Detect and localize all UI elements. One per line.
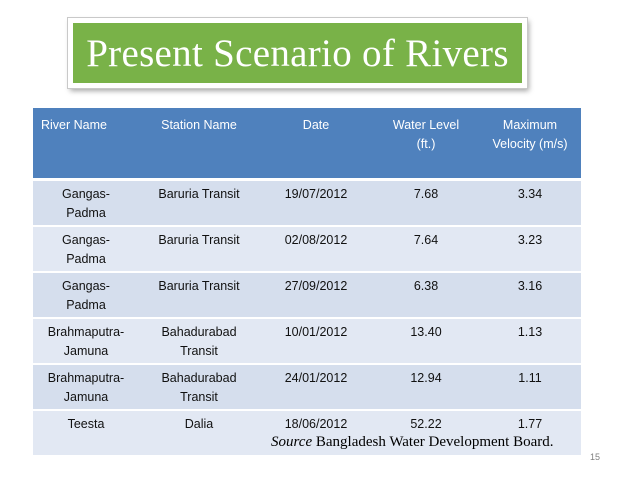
cell-river: Teesta [33,409,139,455]
cell-station: Baruria Transit [139,271,259,318]
cell-river: Gangas- Padma [33,271,139,318]
cell-water-level: 7.64 [373,225,479,272]
page-number: 15 [590,452,601,462]
source-citation: Source Bangladesh Water Development Boar… [271,434,553,451]
cell-water-level: 6.38 [373,271,479,318]
cell-date: 19/07/2012 [259,178,373,226]
source-text: Bangladesh Water Development Board. [312,434,554,450]
cell-velocity: 3.23 [479,225,581,272]
header-station-name: Station Name [139,108,259,181]
cell-velocity: 1.13 [479,317,581,364]
source-label: Source [271,434,313,450]
cell-date: 10/01/2012 [259,317,373,364]
cell-water-level: 7.68 [373,178,479,226]
cell-river: Brahmaputra- Jamuna [33,363,139,410]
table-row: Gangas- Padma Baruria Transit 19/07/2012 … [33,178,581,226]
cell-date: 02/08/2012 [259,225,373,272]
table-row: Teesta Dalia 18/06/2012 52.22 1.77 [33,409,581,455]
cell-velocity: 1.11 [479,363,581,410]
cell-station: Baruria Transit [139,178,259,226]
table-row: Brahmaputra- Jamuna Bahadurabad Transit 10… [33,317,581,364]
cell-date: 18/06/2012 [259,409,373,455]
header-max-velocity: Maximum Velocity (m/s) [479,108,581,181]
cell-water-level: 13.40 [373,317,479,364]
cell-velocity: 3.16 [479,271,581,318]
cell-river: Gangas- Padma [33,178,139,226]
header-date: Date [259,108,373,181]
cell-river: Brahmaputra- Jamuna [33,317,139,364]
title-box: Present Scenario of Rivers [68,18,527,88]
cell-velocity: 3.34 [479,178,581,226]
cell-station: Dalia [139,409,259,455]
cell-date: 27/09/2012 [259,271,373,318]
table-row: Gangas- Padma Baruria Transit 02/08/2012 … [33,225,581,272]
cell-river: Gangas- Padma [33,225,139,272]
cell-date: 24/01/2012 [259,363,373,410]
cell-station: Bahadurabad Transit [139,363,259,410]
slide-title: Present Scenario of Rivers [86,31,509,75]
cell-water-level: 52.22 [373,409,479,455]
table-row: Brahmaputra- Jamuna Bahadurabad Transit 24… [33,363,581,410]
cell-station: Bahadurabad Transit [139,317,259,364]
table-row: Gangas- Padma Baruria Transit 27/09/2012 … [33,271,581,318]
header-water-level: Water Level (ft.) [373,108,479,181]
header-row: River Name Station Name Date Water Level… [33,108,581,181]
cell-station: Baruria Transit [139,225,259,272]
cell-water-level: 12.94 [373,363,479,410]
header-river-name: River Name [33,108,139,181]
cell-velocity: 1.77 [479,409,581,455]
river-data-table: River Name Station Name Date Water Level… [33,108,581,455]
